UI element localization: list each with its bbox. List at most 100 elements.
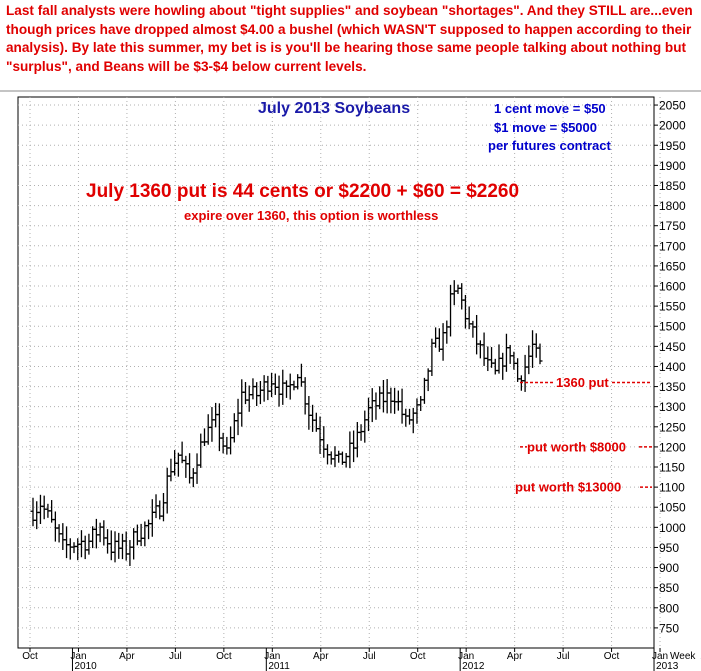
ohlc-bar (317, 416, 323, 454)
ohlc-bar (123, 531, 129, 561)
y-tick-label: 1200 (659, 440, 686, 454)
ohlc-bar (228, 426, 234, 455)
ohlc-bar (280, 369, 286, 405)
x-tick-label: Jul (169, 651, 182, 662)
ohlc-bar (418, 396, 424, 412)
x-axis-label: Week (670, 651, 696, 662)
y-tick-label: 850 (659, 581, 679, 595)
ohlc-bar (250, 378, 256, 400)
x-tick-label: Jan (652, 651, 668, 662)
ohlc-bar (231, 413, 237, 443)
ohlc-bar (462, 294, 468, 329)
ohlc-bar (526, 345, 532, 375)
ohlc-bar (201, 428, 207, 447)
dollar-move-note: $1 move = $5000 (494, 120, 597, 135)
ohlc-bar (86, 533, 92, 555)
ohlc-bar (272, 373, 278, 395)
ohlc-bar (71, 542, 77, 554)
ohlc-bar (485, 346, 491, 372)
ohlc-bar (477, 340, 483, 359)
ohlc-bar (116, 532, 122, 559)
ohlc-bar (168, 458, 174, 482)
ohlc-bar (310, 404, 316, 432)
ohlc-bar (75, 538, 81, 561)
y-tick-label: 1800 (659, 199, 686, 213)
ohlc-bar (183, 455, 189, 478)
y-tick-label: 1450 (659, 340, 686, 354)
x-tick-label: Jan (70, 651, 86, 662)
y-tick-label: 1350 (659, 380, 686, 394)
ohlc-bar (224, 436, 230, 455)
ohlc-bar (52, 511, 58, 542)
y-tick-label: 900 (659, 561, 679, 575)
ohlc-bar (470, 320, 476, 338)
ohlc-bar (489, 347, 495, 368)
ohlc-bar (328, 451, 334, 465)
ohlc-bar (37, 494, 43, 524)
ohlc-bar (511, 351, 517, 370)
y-tick-label: 1550 (659, 300, 686, 314)
ohlc-bar (384, 379, 390, 414)
ohlc-bar (220, 432, 226, 454)
y-tick-label: 750 (659, 621, 679, 635)
ohlc-bar (343, 452, 349, 468)
ohlc-bar (146, 519, 152, 540)
y-tick-label: 1700 (659, 239, 686, 253)
ohlc-bar (131, 528, 137, 560)
y-tick-label: 1950 (659, 139, 686, 153)
headline-text: Last fall analysts were howling about "t… (6, 3, 693, 74)
x-tick-label: Jan (458, 651, 474, 662)
ohlc-bar (187, 453, 193, 484)
ohlc-bar (351, 430, 357, 463)
ohlc-bar (444, 320, 450, 344)
year-label: 2013 (656, 661, 679, 671)
ohlc-bar (269, 372, 275, 398)
ohlc-bar (503, 333, 509, 372)
x-tick-label: Apr (119, 651, 135, 662)
x-tick-label: Oct (410, 651, 426, 662)
ohlc-bar (388, 387, 394, 414)
plot-frame (17, 96, 655, 649)
ohlc-bar (209, 407, 215, 442)
ohlc-bar (451, 280, 457, 306)
y-tick-label: 800 (659, 601, 679, 615)
ohlc-bar (436, 328, 442, 352)
put-cost-note: July 1360 put is 44 cents or $2200 + $60… (86, 181, 519, 202)
ohlc-bar (93, 518, 99, 549)
ohlc-bar (295, 374, 301, 390)
ohlc-bar (34, 501, 40, 530)
ohlc-bar (403, 408, 409, 427)
cent-move-note: 1 cent move = $50 (494, 101, 606, 116)
ohlc-bar (302, 377, 308, 415)
price-bars (30, 280, 543, 566)
ohlc-bar (194, 453, 200, 484)
ohlc-bar (414, 398, 420, 424)
ohlc-bar (392, 387, 398, 414)
ohlc-bar (205, 414, 211, 445)
ohlc-bar (190, 468, 196, 488)
ohlc-bar (160, 492, 166, 522)
ohlc-bar (198, 433, 204, 468)
ohlc-bar (108, 530, 114, 561)
strike-label: 1360 put (556, 375, 609, 390)
y-tick-label: 1400 (659, 360, 686, 374)
price-levels: 1360 put put worth $8000 put worth $13000 (515, 375, 652, 495)
ohlc-bar (537, 343, 543, 365)
ohlc-bar (239, 379, 245, 427)
x-tick-label: Oct (604, 651, 620, 662)
contract-title: July 2013 Soybeans (258, 100, 410, 117)
ohlc-bar (306, 396, 312, 430)
grid-lines (18, 97, 661, 648)
y-tick-label: 950 (659, 541, 679, 555)
ohlc-bar (429, 338, 435, 376)
ohlc-bar (507, 344, 513, 364)
ohlc-bar (242, 382, 248, 405)
ohlc-bar (336, 450, 342, 463)
ohlc-bar (496, 344, 502, 374)
ohlc-bar (347, 431, 353, 469)
y-tick-label: 2000 (659, 119, 686, 133)
ohlc-bar (399, 388, 405, 424)
x-tick-label: Jan (264, 651, 280, 662)
